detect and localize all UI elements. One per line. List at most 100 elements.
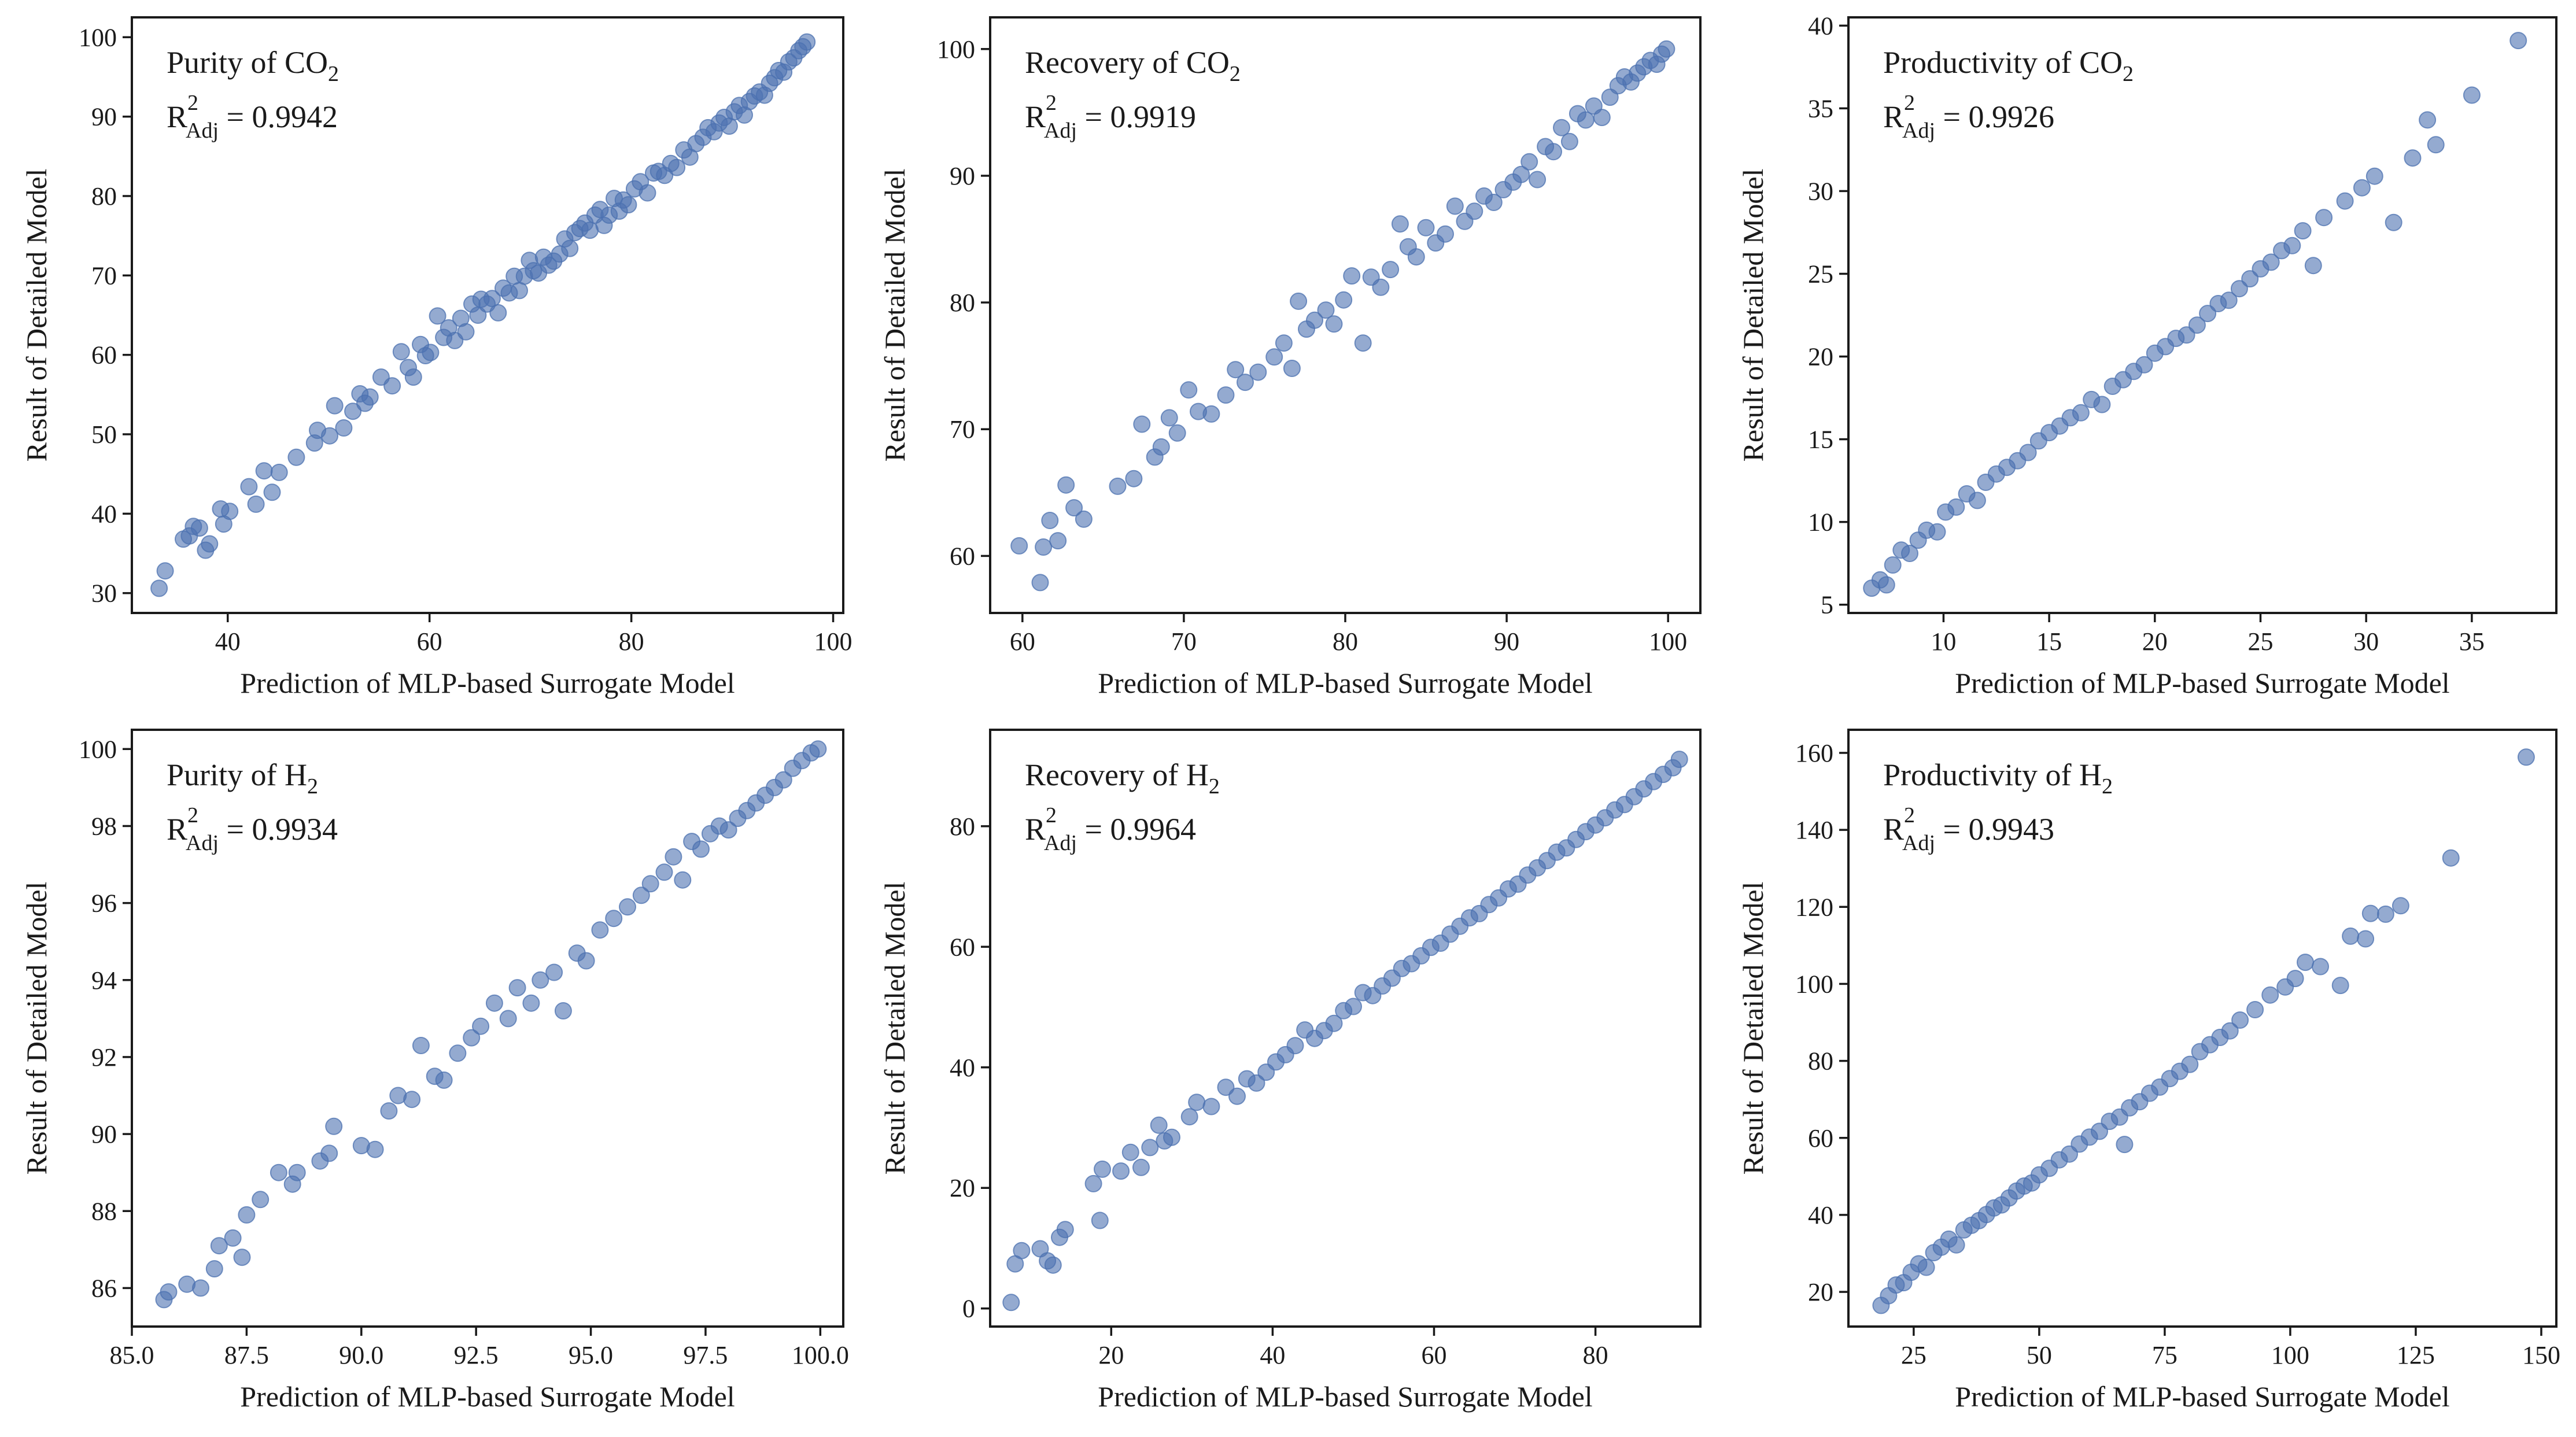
x-tick-label: 100 (814, 627, 852, 656)
data-point (2019, 444, 2037, 461)
y-tick-label: 5 (1821, 591, 1833, 619)
data-point (1372, 278, 1390, 296)
data-point (287, 448, 305, 466)
data-point (1049, 532, 1067, 550)
chart-panel-5: 20 40 60 80 0 20 40 60 80 Prediction of MLP-based… (879, 729, 1702, 1413)
data-point (224, 1229, 242, 1247)
scatter-series (1002, 751, 1688, 1312)
data-point (522, 994, 540, 1012)
y-tick-label: 20 (1808, 1278, 1833, 1306)
data-point (1593, 109, 1611, 127)
x-tick-label: 60 (1010, 627, 1035, 656)
panel-title-subscript: 2 (328, 62, 339, 86)
data-point (1968, 492, 1986, 509)
data-point (2357, 930, 2375, 948)
x-tick-label: 85.0 (110, 1341, 154, 1369)
data-point (1248, 1074, 1265, 1092)
data-point (1188, 1094, 1206, 1111)
data-point (210, 1237, 228, 1255)
r2-value: = 0.9964 (1077, 812, 1196, 847)
y-tick-label: 98 (91, 812, 117, 840)
x-tick-label: 100 (2271, 1341, 2309, 1369)
r2-annotation: R2 Adj = 0.9943 (1883, 803, 2054, 855)
r2-value: = 0.9942 (219, 99, 338, 134)
data-point (1010, 537, 1028, 555)
panel-title: Productivity of H2 (1883, 758, 2113, 799)
data-point (2385, 213, 2402, 231)
data-point (2427, 136, 2445, 154)
y-axis-label: Result of Detailed Model (879, 882, 911, 1175)
data-point (1228, 1087, 1246, 1105)
y-tick-label: 90 (91, 1120, 117, 1148)
x-tick-label: 97.5 (683, 1341, 728, 1369)
data-point (472, 1017, 490, 1035)
data-point (674, 871, 692, 889)
x-axis-label: Prediction of MLP-based Surrogate Model (1955, 1380, 2449, 1413)
r2-value: = 0.9926 (1935, 99, 2054, 134)
data-point (1335, 291, 1353, 309)
axes-frame (131, 16, 844, 614)
data-point (1917, 1258, 1935, 1276)
data-point (668, 158, 686, 176)
data-point (1202, 405, 1220, 423)
r2-label: R (167, 812, 187, 847)
data-point (221, 503, 239, 520)
data-point (1446, 197, 1464, 215)
data-point (2297, 954, 2314, 971)
r2-superscript: 2 (1904, 803, 1915, 828)
data-point (532, 971, 549, 989)
data-point (326, 397, 344, 415)
data-point (2353, 179, 2371, 197)
data-point (255, 462, 273, 480)
x-tick-label: 100.0 (792, 1341, 849, 1369)
y-tick-label: 60 (1808, 1124, 1833, 1152)
data-point (1180, 1108, 1198, 1126)
y-tick-label: 30 (1808, 177, 1833, 205)
data-point (485, 994, 503, 1012)
y-tick-label: 10 (1808, 508, 1833, 537)
data-point (403, 1091, 421, 1109)
data-point (1168, 424, 1186, 442)
x-tick-label: 70 (1171, 627, 1197, 656)
data-point (366, 1140, 384, 1158)
chart-panel-1: 40 60 80 100 30 40 50 60 70 80 90 100 Prediction of … (20, 16, 852, 699)
data-point (160, 1283, 178, 1301)
data-point (1325, 315, 1343, 333)
r2-annotation: R2 Adj = 0.9919 (1025, 91, 1196, 143)
data-point (1002, 1294, 1020, 1312)
data-point (201, 535, 219, 553)
data-point (591, 921, 609, 939)
data-point (1112, 1162, 1130, 1180)
data-point (1152, 438, 1170, 456)
data-point (1407, 248, 1425, 266)
data-point (1283, 360, 1301, 377)
r2-value: = 0.9934 (219, 812, 338, 847)
data-point (288, 1163, 306, 1181)
x-tick-label: 150 (2522, 1341, 2560, 1369)
panel-title-text: Productivity of H (1883, 758, 2102, 792)
data-point (2072, 404, 2090, 422)
scatter-series (150, 33, 816, 597)
panel-title: Purity of CO2 (167, 45, 339, 86)
r2-subscript: Adj (186, 119, 219, 143)
r2-superscript: 2 (187, 803, 198, 828)
y-axis-label: Result of Detailed Model (1737, 882, 1769, 1175)
scatter-series (155, 740, 827, 1309)
data-point (1013, 1242, 1031, 1259)
panel-title: Productivity of CO2 (1883, 45, 2134, 86)
data-point (380, 1102, 398, 1120)
data-point (1306, 311, 1323, 329)
y-tick-label: 80 (950, 812, 975, 841)
x-tick-label: 87.5 (224, 1341, 269, 1369)
scatter-series (1010, 40, 1675, 592)
data-point (1520, 153, 1538, 171)
y-tick-label: 90 (91, 103, 117, 131)
data-point (1141, 1139, 1159, 1157)
data-point (2404, 149, 2422, 167)
data-point (2331, 977, 2349, 995)
data-point (1133, 415, 1151, 433)
chart-panel-6: 25 50 75 100 125 150 20 40 60 80 100 120 140 160 Predi… (1737, 729, 2560, 1413)
scatter-series (1863, 32, 2527, 597)
x-axis-label: Prediction of MLP-based Surrogate Model (1098, 667, 1592, 699)
data-point (2181, 1055, 2199, 1073)
